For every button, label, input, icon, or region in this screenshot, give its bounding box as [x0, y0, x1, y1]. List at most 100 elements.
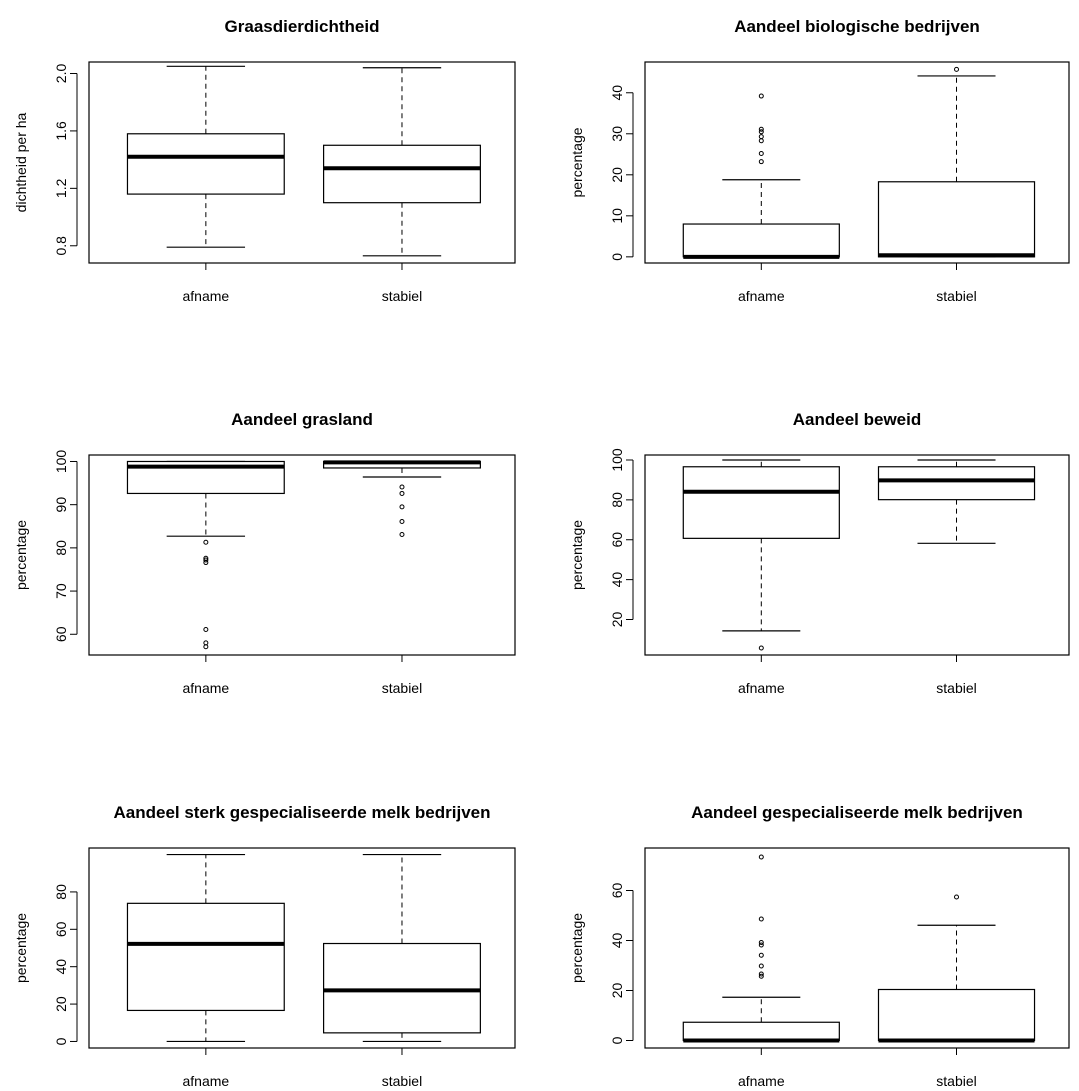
chart-panel-5: Aandeel sterk gespecialiseerde melk bedr…: [13, 803, 516, 1089]
plot-frame: [644, 454, 1070, 656]
y-axis-label: percentage: [13, 913, 29, 983]
outlier-point: [758, 126, 764, 132]
box-body: [322, 942, 481, 1034]
outlier-point: [203, 557, 209, 563]
outlier-point: [399, 504, 405, 510]
chart-panel-2: Aandeel biologische bedrijven percentage 0…: [569, 17, 1070, 304]
chart-title: Aandeel gespecialiseerde melk bedrijven: [691, 803, 1023, 822]
y-tick-label: 100: [609, 448, 625, 472]
y-tick-label: 0: [609, 253, 625, 261]
chart-title: Aandeel biologische bedrijven: [734, 17, 980, 36]
y-tick-label: 10: [609, 208, 625, 224]
y-axis-label: percentage: [569, 520, 585, 590]
box-body: [682, 466, 840, 539]
outlier-point: [758, 952, 764, 958]
x-category-label: stabiel: [382, 1073, 422, 1089]
chart-title: Aandeel beweid: [793, 410, 921, 429]
y-axis-label: percentage: [569, 913, 585, 983]
y-tick-label: 70: [53, 583, 69, 599]
y-tick-label: 0.8: [53, 236, 69, 256]
box-afname: [126, 460, 285, 650]
box-afname: [682, 93, 840, 259]
y-tick-label: 0: [53, 1037, 69, 1045]
x-category-label: stabiel: [382, 288, 422, 304]
chart-panel-3: Aandeel grasland percentage 60 70 80 90 100 afn…: [13, 410, 516, 696]
y-tick-label: 2.0: [53, 64, 69, 84]
y-tick-label: 20: [609, 983, 625, 999]
y-tick-label: 60: [609, 883, 625, 899]
x-category-label: stabiel: [936, 1073, 976, 1089]
y-tick-label: 40: [609, 572, 625, 588]
x-category-label: afname: [183, 680, 230, 696]
y-tick-label: 0: [609, 1036, 625, 1044]
outlier-point: [203, 644, 209, 650]
plot-frame: [88, 61, 516, 264]
box-body: [682, 1021, 840, 1042]
box-afname: [682, 459, 840, 651]
y-tick-label: 80: [53, 540, 69, 556]
y-tick-label: 80: [53, 884, 69, 900]
y-tick-label: 40: [609, 933, 625, 949]
outlier-point: [954, 894, 960, 900]
plot-frame: [88, 454, 516, 656]
x-category-label: stabiel: [936, 288, 976, 304]
x-category-label: stabiel: [936, 680, 976, 696]
box-body: [877, 466, 1036, 501]
y-tick-label: 40: [53, 959, 69, 975]
outlier-point: [954, 66, 960, 72]
box-stabiel: [877, 459, 1036, 544]
y-axis-label: percentage: [13, 520, 29, 590]
outlier-point: [758, 940, 764, 945]
outlier-point: [758, 645, 764, 651]
outlier-point: [758, 138, 764, 144]
outlier-point: [203, 627, 209, 633]
y-tick-label: 60: [609, 532, 625, 548]
box-stabiel: [322, 460, 481, 537]
chart-panel-4: Aandeel beweid percentage 20 40 60 80 100 afnam…: [569, 410, 1070, 696]
chart-title: Graasdierdichtheid: [225, 17, 380, 36]
outlier-point: [758, 93, 764, 99]
box-body: [877, 988, 1036, 1042]
box-stabiel: [877, 66, 1036, 258]
box-body: [682, 223, 840, 258]
box-body: [322, 144, 481, 204]
y-tick-label: 20: [609, 167, 625, 183]
outlier-point: [758, 916, 764, 922]
outlier-point: [758, 134, 764, 140]
outlier-point: [399, 490, 405, 496]
y-tick-label: 60: [53, 921, 69, 937]
outlier-point: [203, 539, 209, 545]
box-body: [126, 902, 285, 1012]
outlier-point: [758, 159, 764, 165]
outlier-point: [758, 973, 764, 979]
x-category-label: afname: [738, 288, 785, 304]
x-category-label: stabiel: [382, 680, 422, 696]
box-stabiel: [322, 67, 481, 257]
x-category-label: afname: [183, 288, 230, 304]
y-axis-label: dichtheid per ha: [13, 112, 29, 212]
outlier-point: [203, 560, 209, 566]
chart-title: Aandeel grasland: [231, 410, 373, 429]
y-tick-label: 60: [53, 626, 69, 642]
box-body: [877, 181, 1036, 258]
outlier-point: [399, 519, 405, 525]
plot-frame: [88, 847, 516, 1049]
plot-frame: [644, 61, 1070, 264]
outlier-point: [758, 129, 764, 135]
x-category-label: afname: [738, 680, 785, 696]
y-tick-label: 1.2: [53, 178, 69, 198]
outlier-point: [758, 942, 764, 948]
outlier-point: [758, 854, 764, 860]
y-tick-label: 80: [609, 492, 625, 508]
box-afname: [126, 65, 285, 248]
box-afname: [682, 854, 840, 1043]
chart-title: Aandeel sterk gespecialiseerde melk bedr…: [113, 803, 490, 822]
y-tick-label: 90: [53, 497, 69, 513]
box-afname: [126, 853, 285, 1043]
y-tick-label: 20: [609, 612, 625, 628]
y-tick-label: 1.6: [53, 121, 69, 141]
outlier-point: [399, 484, 405, 490]
box-stabiel: [322, 853, 481, 1043]
outlier-point: [758, 971, 764, 977]
